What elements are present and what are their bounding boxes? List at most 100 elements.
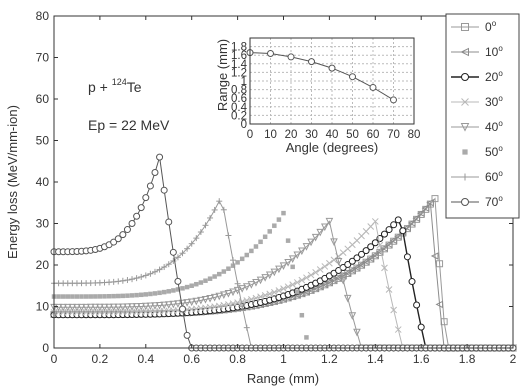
inset-x-tick-label: 10 bbox=[264, 129, 277, 141]
inset-x-tick-label: 80 bbox=[408, 129, 421, 141]
data-point-50 bbox=[198, 280, 204, 285]
data-point-40 bbox=[160, 301, 168, 310]
data-point-50 bbox=[79, 294, 84, 299]
data-point-50 bbox=[212, 274, 217, 279]
data-point-50 bbox=[125, 293, 130, 298]
inset-x-tick-label: 30 bbox=[305, 129, 318, 141]
data-point-60 bbox=[230, 257, 237, 264]
data-point-50 bbox=[74, 294, 80, 299]
data-point-20 bbox=[408, 278, 416, 286]
data-point-40 bbox=[265, 271, 274, 280]
data-point-20 bbox=[380, 230, 388, 238]
y-tick-label: 0 bbox=[42, 341, 49, 355]
inset-x-tick-label: 70 bbox=[387, 129, 400, 141]
data-point-70 bbox=[137, 204, 145, 212]
data-point-10 bbox=[348, 266, 356, 275]
data-point-20 bbox=[403, 253, 411, 261]
data-point-40 bbox=[210, 293, 219, 302]
data-point-60 bbox=[211, 206, 218, 213]
x-tick-label: 1 bbox=[280, 352, 287, 366]
y-tick-label: 80 bbox=[36, 9, 50, 23]
data-point-40 bbox=[247, 281, 256, 289]
data-point-30 bbox=[261, 292, 269, 299]
data-point-70 bbox=[146, 182, 154, 190]
x-tick-label: 0.6 bbox=[183, 352, 200, 366]
data-point-30 bbox=[326, 259, 333, 267]
legend-marker bbox=[461, 98, 469, 106]
data-point-60 bbox=[188, 240, 195, 247]
data-point-40 bbox=[224, 290, 233, 298]
data-point-40 bbox=[298, 247, 306, 256]
annotation-reaction: p + 124Te bbox=[88, 77, 142, 95]
data-point-40 bbox=[96, 303, 104, 312]
data-point-50 bbox=[161, 289, 167, 295]
data-point-40 bbox=[270, 268, 279, 277]
data-point-40 bbox=[146, 302, 155, 311]
data-point-50 bbox=[262, 234, 268, 240]
data-point-50 bbox=[253, 244, 259, 249]
data-point-20 bbox=[367, 243, 375, 251]
data-point-40 bbox=[109, 303, 118, 312]
data-point-30 bbox=[381, 264, 388, 272]
data-point-40 bbox=[206, 294, 214, 303]
data-point-50 bbox=[157, 290, 162, 296]
data-point-50 bbox=[221, 269, 227, 274]
inset-background bbox=[211, 20, 450, 162]
data-point-30 bbox=[298, 276, 306, 284]
data-point-40 bbox=[114, 303, 123, 312]
data-point-70 bbox=[119, 231, 127, 239]
data-point-40 bbox=[307, 238, 315, 247]
data-point-10 bbox=[380, 244, 388, 252]
annotation-reaction-element: Te bbox=[127, 79, 142, 95]
annotation-energy: Ep = 22 MeV bbox=[88, 117, 170, 133]
inset-x-axis-label: Angle (degrees) bbox=[286, 140, 379, 155]
data-point-60 bbox=[174, 254, 181, 261]
data-point-0 bbox=[436, 260, 444, 268]
data-point-20 bbox=[413, 301, 421, 309]
data-point-70 bbox=[174, 277, 182, 285]
series-60-line bbox=[54, 200, 513, 349]
data-point-50 bbox=[272, 223, 277, 228]
y-tick-label: 30 bbox=[36, 217, 50, 231]
data-point-10 bbox=[357, 260, 366, 269]
data-point-50 bbox=[138, 292, 144, 298]
data-point-70 bbox=[156, 153, 164, 161]
data-point-40 bbox=[288, 255, 297, 263]
data-point-50 bbox=[281, 210, 286, 216]
svg-text:p + 124Te: p + 124Te bbox=[88, 77, 142, 95]
data-point-10 bbox=[417, 209, 425, 218]
legend-marker bbox=[460, 47, 469, 57]
legend-label: 50o bbox=[485, 144, 503, 159]
data-point-70 bbox=[114, 235, 122, 243]
data-point-20 bbox=[394, 216, 402, 224]
data-point-40 bbox=[82, 303, 90, 312]
data-point-40 bbox=[169, 300, 178, 309]
data-point-10 bbox=[426, 198, 434, 207]
data-point-40 bbox=[197, 296, 205, 305]
data-point-40 bbox=[100, 303, 109, 312]
data-point-40 bbox=[311, 233, 320, 242]
data-point-50 bbox=[299, 312, 305, 318]
data-point-60 bbox=[170, 257, 177, 264]
annotation-reaction-prefix: p + bbox=[88, 79, 112, 95]
inset-x-tick-label: 20 bbox=[285, 129, 298, 141]
data-point-20 bbox=[348, 257, 356, 265]
legend-label: 20o bbox=[485, 69, 503, 84]
data-point-50 bbox=[304, 335, 309, 340]
y-tick-label: 20 bbox=[36, 258, 50, 272]
legend-marker bbox=[461, 173, 469, 181]
inset-x-tick-label: 40 bbox=[326, 129, 339, 141]
data-point-40 bbox=[220, 291, 228, 300]
data-point-60 bbox=[225, 232, 232, 239]
data-point-70 bbox=[169, 248, 177, 256]
data-point-40 bbox=[229, 288, 237, 297]
data-point-30 bbox=[303, 274, 310, 282]
inset-y-tick-label: 1.4 bbox=[231, 59, 248, 71]
data-point-40 bbox=[77, 303, 86, 312]
legend-label: 40o bbox=[485, 119, 503, 134]
data-point-60 bbox=[151, 268, 158, 275]
legend-entry-30: 30o bbox=[451, 94, 503, 109]
data-point-70 bbox=[151, 169, 159, 177]
data-point-50 bbox=[207, 276, 213, 281]
data-point-40 bbox=[119, 303, 127, 312]
